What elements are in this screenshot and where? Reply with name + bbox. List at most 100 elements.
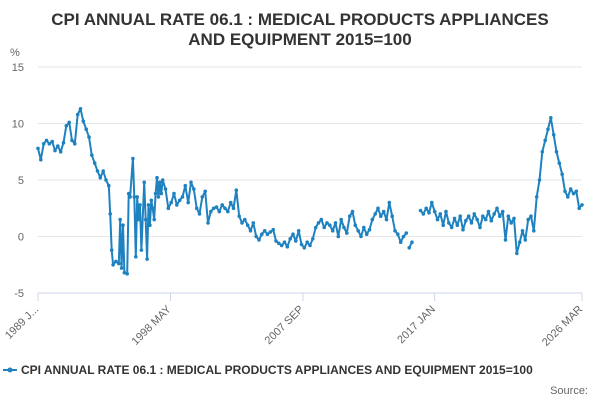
data-point[interactable] bbox=[180, 195, 185, 199]
data-point[interactable] bbox=[481, 214, 485, 218]
data-point[interactable] bbox=[90, 153, 94, 157]
data-point[interactable] bbox=[206, 221, 210, 225]
data-point[interactable] bbox=[265, 232, 270, 236]
legend-label[interactable]: CPI ANNUAL RATE 06.1 : MEDICAL PRODUCTS … bbox=[21, 363, 533, 377]
data-point[interactable] bbox=[288, 237, 293, 241]
data-point[interactable] bbox=[217, 209, 222, 214]
data-point[interactable] bbox=[67, 120, 71, 125]
data-point[interactable] bbox=[143, 217, 148, 222]
data-point[interactable] bbox=[228, 200, 233, 205]
data-point[interactable] bbox=[135, 195, 139, 199]
data-point[interactable] bbox=[36, 146, 40, 151]
data-point[interactable] bbox=[458, 214, 463, 218]
data-point[interactable] bbox=[472, 212, 477, 216]
data-point[interactable] bbox=[197, 212, 202, 216]
data-point[interactable] bbox=[223, 206, 227, 211]
data-point[interactable] bbox=[41, 142, 46, 146]
data-point[interactable] bbox=[47, 142, 52, 146]
data-point[interactable] bbox=[469, 221, 474, 225]
data-point[interactable] bbox=[285, 244, 290, 249]
data-point[interactable] bbox=[384, 217, 389, 222]
data-point[interactable] bbox=[421, 212, 426, 216]
data-point[interactable] bbox=[220, 203, 224, 207]
data-point[interactable] bbox=[299, 242, 304, 247]
data-point[interactable] bbox=[379, 214, 383, 218]
data-point[interactable] bbox=[73, 142, 77, 146]
data-point[interactable] bbox=[489, 218, 494, 223]
data-point[interactable] bbox=[517, 240, 522, 244]
data-point[interactable] bbox=[251, 221, 256, 225]
data-point[interactable] bbox=[438, 212, 443, 216]
data-point[interactable] bbox=[126, 191, 131, 196]
data-point[interactable] bbox=[78, 107, 83, 111]
data-point[interactable] bbox=[427, 211, 431, 215]
data-point[interactable] bbox=[398, 240, 403, 244]
data-point[interactable] bbox=[274, 239, 278, 243]
data-point[interactable] bbox=[169, 200, 173, 205]
data-point[interactable] bbox=[138, 203, 142, 207]
data-point[interactable] bbox=[56, 144, 60, 148]
data-point[interactable] bbox=[540, 150, 545, 154]
data-point[interactable] bbox=[574, 189, 579, 194]
data-point[interactable] bbox=[452, 216, 457, 221]
data-point[interactable] bbox=[580, 203, 584, 207]
data-point[interactable] bbox=[245, 223, 250, 227]
data-point[interactable] bbox=[464, 218, 468, 223]
data-point[interactable] bbox=[104, 178, 108, 182]
data-point[interactable] bbox=[282, 240, 287, 244]
data-point[interactable] bbox=[101, 169, 105, 173]
data-point[interactable] bbox=[568, 187, 573, 191]
data-point[interactable] bbox=[118, 217, 122, 222]
data-point[interactable] bbox=[319, 217, 324, 222]
data-point[interactable] bbox=[260, 232, 264, 236]
data-point[interactable] bbox=[492, 212, 497, 216]
data-point[interactable] bbox=[520, 229, 525, 233]
data-point[interactable] bbox=[551, 133, 556, 137]
data-point[interactable] bbox=[557, 161, 562, 165]
data-point[interactable] bbox=[194, 206, 199, 211]
data-point[interactable] bbox=[350, 209, 355, 214]
data-point[interactable] bbox=[146, 203, 151, 207]
data-point[interactable] bbox=[381, 209, 386, 214]
data-point[interactable] bbox=[160, 178, 165, 182]
data-point[interactable] bbox=[396, 232, 400, 236]
data-point[interactable] bbox=[308, 243, 312, 248]
data-point[interactable] bbox=[107, 183, 111, 188]
data-point[interactable] bbox=[322, 225, 327, 230]
data-point[interactable] bbox=[515, 251, 519, 256]
data-point[interactable] bbox=[401, 234, 406, 239]
data-point[interactable] bbox=[447, 221, 451, 225]
data-point[interactable] bbox=[532, 229, 536, 233]
data-point[interactable] bbox=[534, 195, 539, 199]
legend[interactable]: CPI ANNUAL RATE 06.1 : MEDICAL PRODUCTS … bbox=[3, 363, 533, 377]
data-point[interactable] bbox=[136, 217, 141, 222]
data-point[interactable] bbox=[444, 209, 448, 214]
data-point[interactable] bbox=[279, 243, 284, 248]
data-point[interactable] bbox=[226, 209, 230, 214]
data-point[interactable] bbox=[512, 216, 516, 221]
data-point[interactable] bbox=[478, 225, 482, 230]
data-point[interactable] bbox=[61, 140, 66, 145]
data-point[interactable] bbox=[200, 195, 205, 199]
data-point[interactable] bbox=[166, 206, 171, 211]
data-point[interactable] bbox=[108, 212, 112, 216]
data-point[interactable] bbox=[393, 229, 397, 233]
data-point[interactable] bbox=[131, 156, 135, 161]
data-point[interactable] bbox=[432, 209, 437, 214]
data-point[interactable] bbox=[537, 178, 542, 182]
data-point[interactable] bbox=[134, 254, 138, 259]
data-point[interactable] bbox=[410, 240, 414, 244]
data-point[interactable] bbox=[150, 206, 155, 211]
data-point[interactable] bbox=[291, 232, 295, 236]
data-point[interactable] bbox=[268, 230, 273, 234]
data-point[interactable] bbox=[316, 221, 321, 225]
data-point[interactable] bbox=[175, 203, 179, 207]
data-point[interactable] bbox=[203, 189, 207, 194]
data-point[interactable] bbox=[506, 214, 511, 218]
data-point[interactable] bbox=[441, 223, 446, 227]
data-point[interactable] bbox=[461, 227, 465, 232]
data-point[interactable] bbox=[404, 231, 409, 235]
data-point[interactable] bbox=[172, 191, 176, 196]
data-point[interactable] bbox=[44, 138, 49, 143]
data-point[interactable] bbox=[294, 239, 298, 243]
